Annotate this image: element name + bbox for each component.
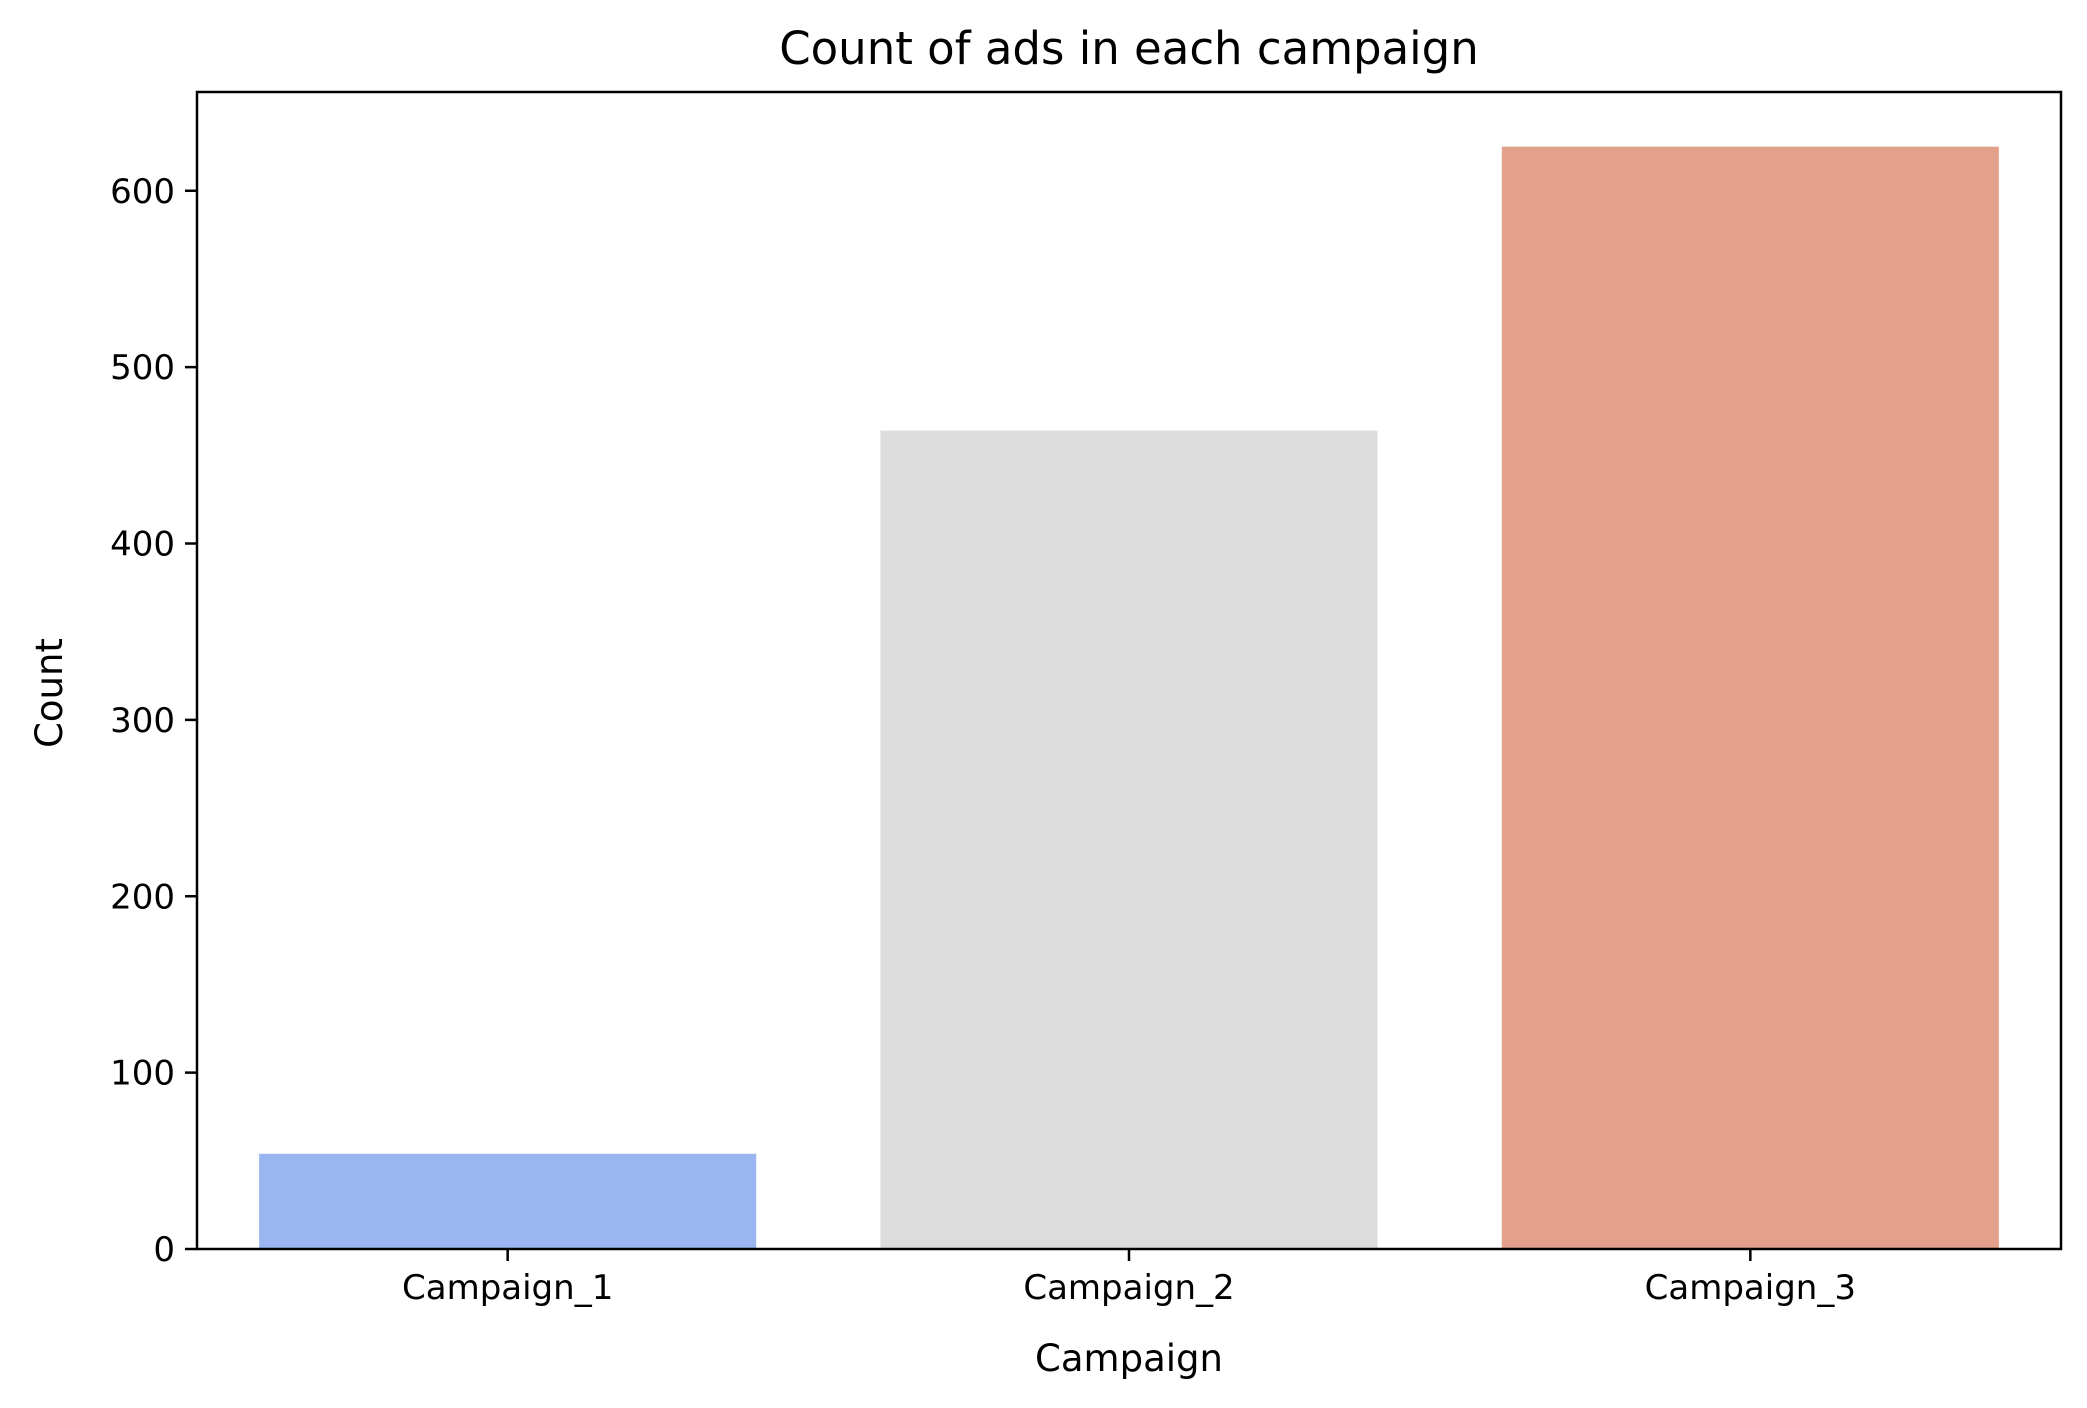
bar-1 (259, 1153, 757, 1249)
chart-title: Count of ads in each campaign (779, 22, 1479, 75)
bar-3 (1501, 146, 1999, 1250)
y-tick-label: 400 (110, 525, 175, 565)
y-tick-label: 0 (153, 1230, 175, 1270)
y-tick-label: 600 (110, 172, 175, 212)
x-axis: Campaign_1 Campaign_2 Campaign_3 (402, 1249, 1856, 1308)
y-axis: 0 100 200 300 400 500 600 (110, 172, 197, 1270)
y-axis-label: Count (28, 638, 71, 748)
x-tick-label: Campaign_3 (1645, 1268, 1856, 1308)
y-tick-label: 500 (110, 348, 175, 388)
y-tick-label: 200 (110, 877, 175, 917)
x-axis-label: Campaign (1035, 1337, 1223, 1380)
bar-2 (880, 430, 1378, 1249)
y-tick-label: 300 (110, 701, 175, 741)
y-tick-label: 100 (110, 1054, 175, 1094)
plot-area (259, 146, 1999, 1250)
x-tick-label: Campaign_1 (402, 1268, 613, 1308)
x-tick-label: Campaign_2 (1023, 1268, 1234, 1308)
plot-frame (195, 90, 2063, 1251)
